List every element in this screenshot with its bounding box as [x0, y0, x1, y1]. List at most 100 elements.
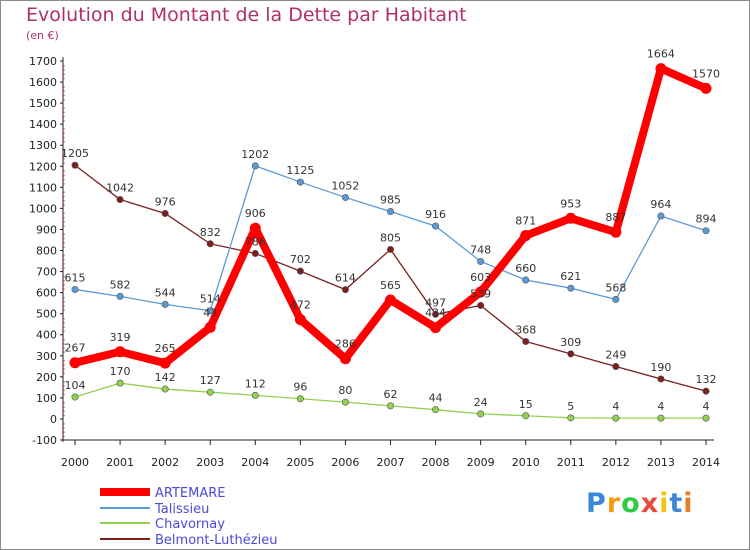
y-minor-tick	[63, 149, 65, 151]
y-minor-tick	[63, 128, 65, 130]
y-minor-tick	[63, 225, 65, 227]
x-tick-label: 2002	[151, 456, 179, 469]
y-minor-tick	[63, 73, 65, 76]
data-point	[341, 193, 349, 201]
data-point	[477, 257, 485, 265]
data-point	[339, 353, 351, 365]
data-label: 5	[567, 400, 574, 413]
data-point	[702, 227, 710, 235]
data-point	[612, 295, 620, 303]
data-label: 190	[650, 361, 671, 374]
y-minor-tick	[63, 364, 65, 366]
x-tick-label: 2009	[467, 456, 495, 469]
series-layer	[69, 63, 712, 422]
data-labels: 267 319 265 43 906 472 286 565 434 603 871 953 887 16…	[61, 48, 720, 414]
data-point	[249, 222, 261, 234]
y-minor-tick	[63, 115, 65, 118]
data-point	[71, 285, 79, 293]
data-point	[206, 240, 214, 248]
data-point	[71, 161, 79, 169]
data-label: 24	[474, 396, 488, 409]
data-point	[161, 209, 169, 217]
y-tick-label: 1500	[29, 97, 57, 110]
data-label: 4	[612, 400, 619, 413]
x-tick-label: 2008	[422, 456, 450, 469]
data-label: 786	[245, 235, 266, 248]
y-tick-label: 300	[36, 350, 57, 363]
data-label: 539	[470, 287, 491, 300]
data-label: 132	[696, 373, 717, 386]
y-minor-tick	[63, 351, 65, 354]
data-point	[565, 212, 577, 224]
data-point	[612, 363, 620, 371]
y-minor-tick	[63, 237, 65, 240]
data-label: 565	[380, 279, 401, 292]
data-label: 434	[425, 307, 446, 320]
data-label: 4	[657, 400, 664, 413]
data-point	[612, 414, 620, 422]
data-point	[296, 395, 304, 403]
data-label: 127	[200, 374, 221, 387]
y-tick-label: 1100	[29, 181, 57, 194]
y-minor-tick	[63, 414, 65, 417]
data-point	[522, 412, 530, 420]
y-minor-tick	[63, 111, 65, 114]
y-minor-tick	[63, 402, 65, 404]
data-label: 953	[560, 197, 581, 210]
y-minor-tick	[63, 153, 65, 156]
data-label: 964	[650, 198, 671, 211]
data-point	[657, 212, 665, 220]
data-point	[251, 162, 259, 170]
data-point	[386, 245, 394, 253]
data-point	[432, 406, 440, 414]
y-tick-label: 1200	[29, 160, 57, 173]
x-tick-label: 2013	[647, 456, 675, 469]
data-point	[116, 379, 124, 387]
y-minor-tick	[63, 431, 65, 434]
x-tick-label: 2011	[557, 456, 585, 469]
data-point	[432, 222, 440, 230]
data-point	[294, 314, 306, 326]
data-point	[477, 301, 485, 309]
data-label: 265	[155, 342, 176, 355]
x-tick-label: 2004	[241, 456, 269, 469]
y-minor-tick	[63, 301, 65, 303]
y-tick-label: 400	[36, 329, 57, 342]
data-label: 660	[515, 262, 536, 275]
data-point	[610, 226, 622, 238]
y-minor-tick	[63, 254, 65, 257]
y-minor-tick	[63, 389, 65, 391]
data-point	[567, 414, 575, 422]
data-point	[657, 414, 665, 422]
x-tick-label: 2014	[692, 456, 720, 469]
data-label: 15	[519, 398, 533, 411]
y-minor-tick	[63, 406, 65, 408]
data-point	[386, 208, 394, 216]
y-minor-tick	[63, 90, 65, 92]
legend-label: Chavornay	[155, 517, 225, 532]
data-point	[430, 322, 442, 334]
data-label: 514	[200, 293, 221, 306]
y-minor-tick	[63, 77, 65, 80]
data-label: 104	[65, 379, 86, 392]
x-tick-label: 2012	[602, 456, 630, 469]
y-tick-label: 1000	[29, 202, 57, 215]
y-tick-label: 700	[36, 266, 57, 279]
y-minor-tick	[63, 267, 65, 269]
data-label: 748	[470, 243, 491, 256]
y-minor-tick	[63, 195, 65, 198]
x-tick-label: 2000	[61, 456, 89, 469]
y-minor-tick	[63, 162, 65, 164]
y-minor-tick	[63, 322, 65, 324]
y-minor-tick	[63, 279, 65, 282]
data-point	[567, 350, 575, 358]
data-label: 249	[605, 349, 626, 362]
data-point	[204, 321, 216, 333]
data-label: 1202	[241, 148, 269, 161]
y-tick-label: 1700	[29, 55, 57, 68]
y-minor-tick	[63, 347, 65, 349]
data-point	[520, 230, 532, 242]
data-point	[251, 391, 259, 399]
data-point	[475, 286, 487, 298]
data-point	[71, 393, 79, 401]
